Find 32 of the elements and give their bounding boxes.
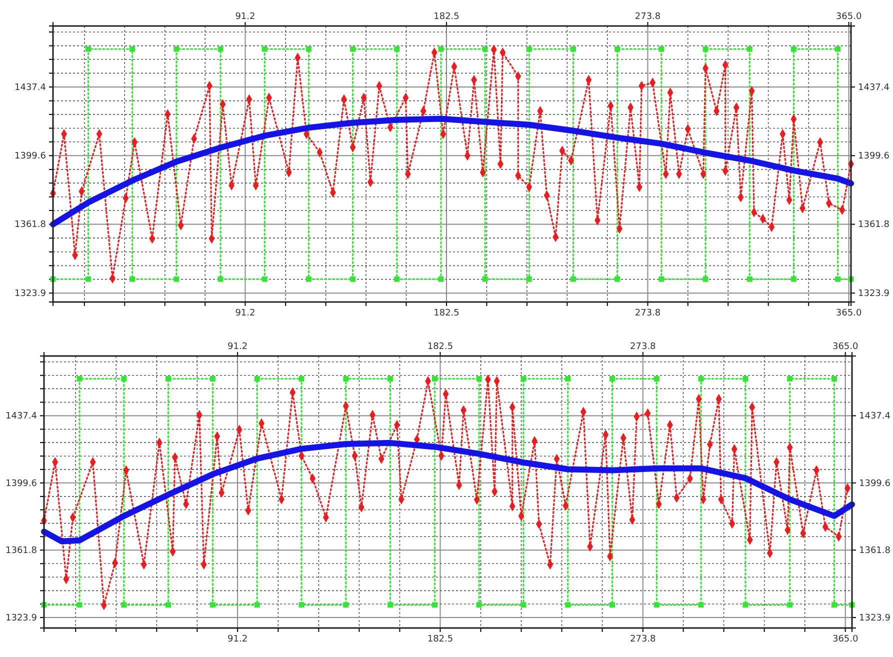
- x2-tick-label: 273.8: [630, 634, 656, 644]
- x2-tick-label: 365.0: [832, 634, 858, 644]
- x-tick-label: 365.0: [832, 342, 858, 352]
- x2-tick-label: 91.2: [235, 308, 256, 318]
- y-tick-label: 1399.6: [6, 478, 38, 489]
- y-tick-label: 1437.4: [6, 412, 38, 422]
- y-tick-label: 1323.9: [14, 288, 46, 299]
- x-tick-label: 273.8: [630, 342, 656, 352]
- x-tick-label: 91.2: [228, 342, 248, 352]
- y2-tick-label: 1437.4: [859, 412, 891, 422]
- y-tick-label: 1399.6: [14, 152, 46, 162]
- y2-tick-label: 1437.4: [858, 82, 890, 93]
- y2-tick-label: 1361.8: [858, 220, 890, 230]
- x-tick-label: 182.5: [434, 12, 460, 22]
- y2-tick-label: 1399.6: [858, 152, 890, 162]
- y-tick-label: 1437.4: [14, 82, 46, 93]
- x2-tick-label: 365.0: [836, 308, 862, 318]
- x-tick-label: 182.5: [427, 342, 454, 352]
- y-tick-label: 1323.9: [6, 613, 38, 624]
- x2-tick-label: 91.2: [228, 634, 248, 644]
- y2-tick-label: 1361.8: [859, 546, 891, 556]
- x2-tick-label: 182.5: [427, 634, 454, 644]
- x2-tick-label: 182.5: [434, 308, 460, 318]
- y2-tick-label: 1399.6: [859, 478, 891, 489]
- x-tick-label: 273.8: [634, 12, 661, 22]
- x-tick-label: 91.2: [235, 12, 256, 22]
- x2-tick-label: 273.8: [634, 308, 661, 318]
- y2-tick-label: 1323.9: [859, 613, 891, 624]
- x-tick-label: 365.0: [836, 12, 862, 22]
- y2-tick-label: 1323.9: [858, 288, 890, 299]
- y-tick-label: 1361.8: [6, 546, 38, 556]
- y-tick-label: 1361.8: [14, 220, 46, 230]
